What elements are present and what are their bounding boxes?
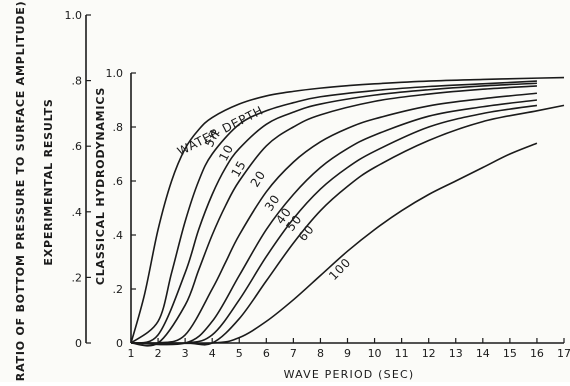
series-line-15	[130, 82, 537, 344]
outer-y-tick-label: 0	[75, 337, 82, 350]
outer-y-axis-title: (RATIO OF BOTTOM PRESSURE TO SURFACE AMP…	[14, 0, 27, 382]
inner-y-tick-label: .2	[113, 283, 124, 296]
outer-y-tick-label: .4	[72, 206, 83, 219]
series-label-100: 100	[326, 255, 354, 283]
outer-y-tick-label: 1.0	[65, 9, 83, 22]
series-line-10	[130, 80, 537, 344]
series-line-20	[130, 85, 537, 347]
inner-y-tick-label: 1.0	[106, 67, 124, 80]
x-tick-label: 3	[182, 347, 189, 360]
x-tick-label: 9	[344, 347, 351, 360]
inner-y-axis-title: CLASSICAL HYDRODYNAMICS	[94, 87, 107, 285]
outer-y-axis-subtitle: EXPERIMENTAL RESULTS	[42, 98, 55, 265]
inner-y-tick-label: .6	[113, 175, 124, 188]
series-label-10: 10	[216, 142, 236, 163]
x-tick-label: 13	[449, 347, 463, 360]
series-line-5ft	[130, 76, 565, 344]
inner-y-tick-label: .4	[113, 229, 124, 242]
outer-y-tick-label: .8	[72, 75, 83, 88]
series-label-15: 15	[228, 158, 249, 180]
x-tick-label: 5	[236, 347, 243, 360]
series-line-100	[130, 142, 538, 345]
x-tick-label: 17	[557, 347, 570, 360]
outer-y-tick-label: .2	[72, 271, 83, 284]
x-tick-label: 10	[368, 347, 382, 360]
outer-y-tick-label: .6	[72, 140, 83, 153]
inner-y-tick-label: 0	[116, 337, 123, 350]
x-tick-label: 15	[503, 347, 517, 360]
x-tick-label: 4	[209, 347, 216, 360]
x-tick-label: 6	[263, 347, 270, 360]
x-tick-label: 12	[422, 347, 436, 360]
inner-y-tick-label: .8	[113, 121, 124, 134]
series-label-20: 20	[248, 168, 269, 190]
series-line-50	[130, 104, 538, 345]
x-tick-label: 16	[530, 347, 544, 360]
x-axis-title: WAVE PERIOD (SEC)	[284, 368, 415, 381]
x-tick-label: 2	[155, 347, 162, 360]
x-tick-label: 8	[317, 347, 324, 360]
x-tick-label: 11	[395, 347, 409, 360]
series-line-40	[130, 99, 538, 346]
x-tick-label: 1	[128, 347, 135, 360]
x-tick-label: 7	[290, 347, 297, 360]
series-line-30	[130, 92, 538, 345]
x-tick-label: 14	[476, 347, 490, 360]
